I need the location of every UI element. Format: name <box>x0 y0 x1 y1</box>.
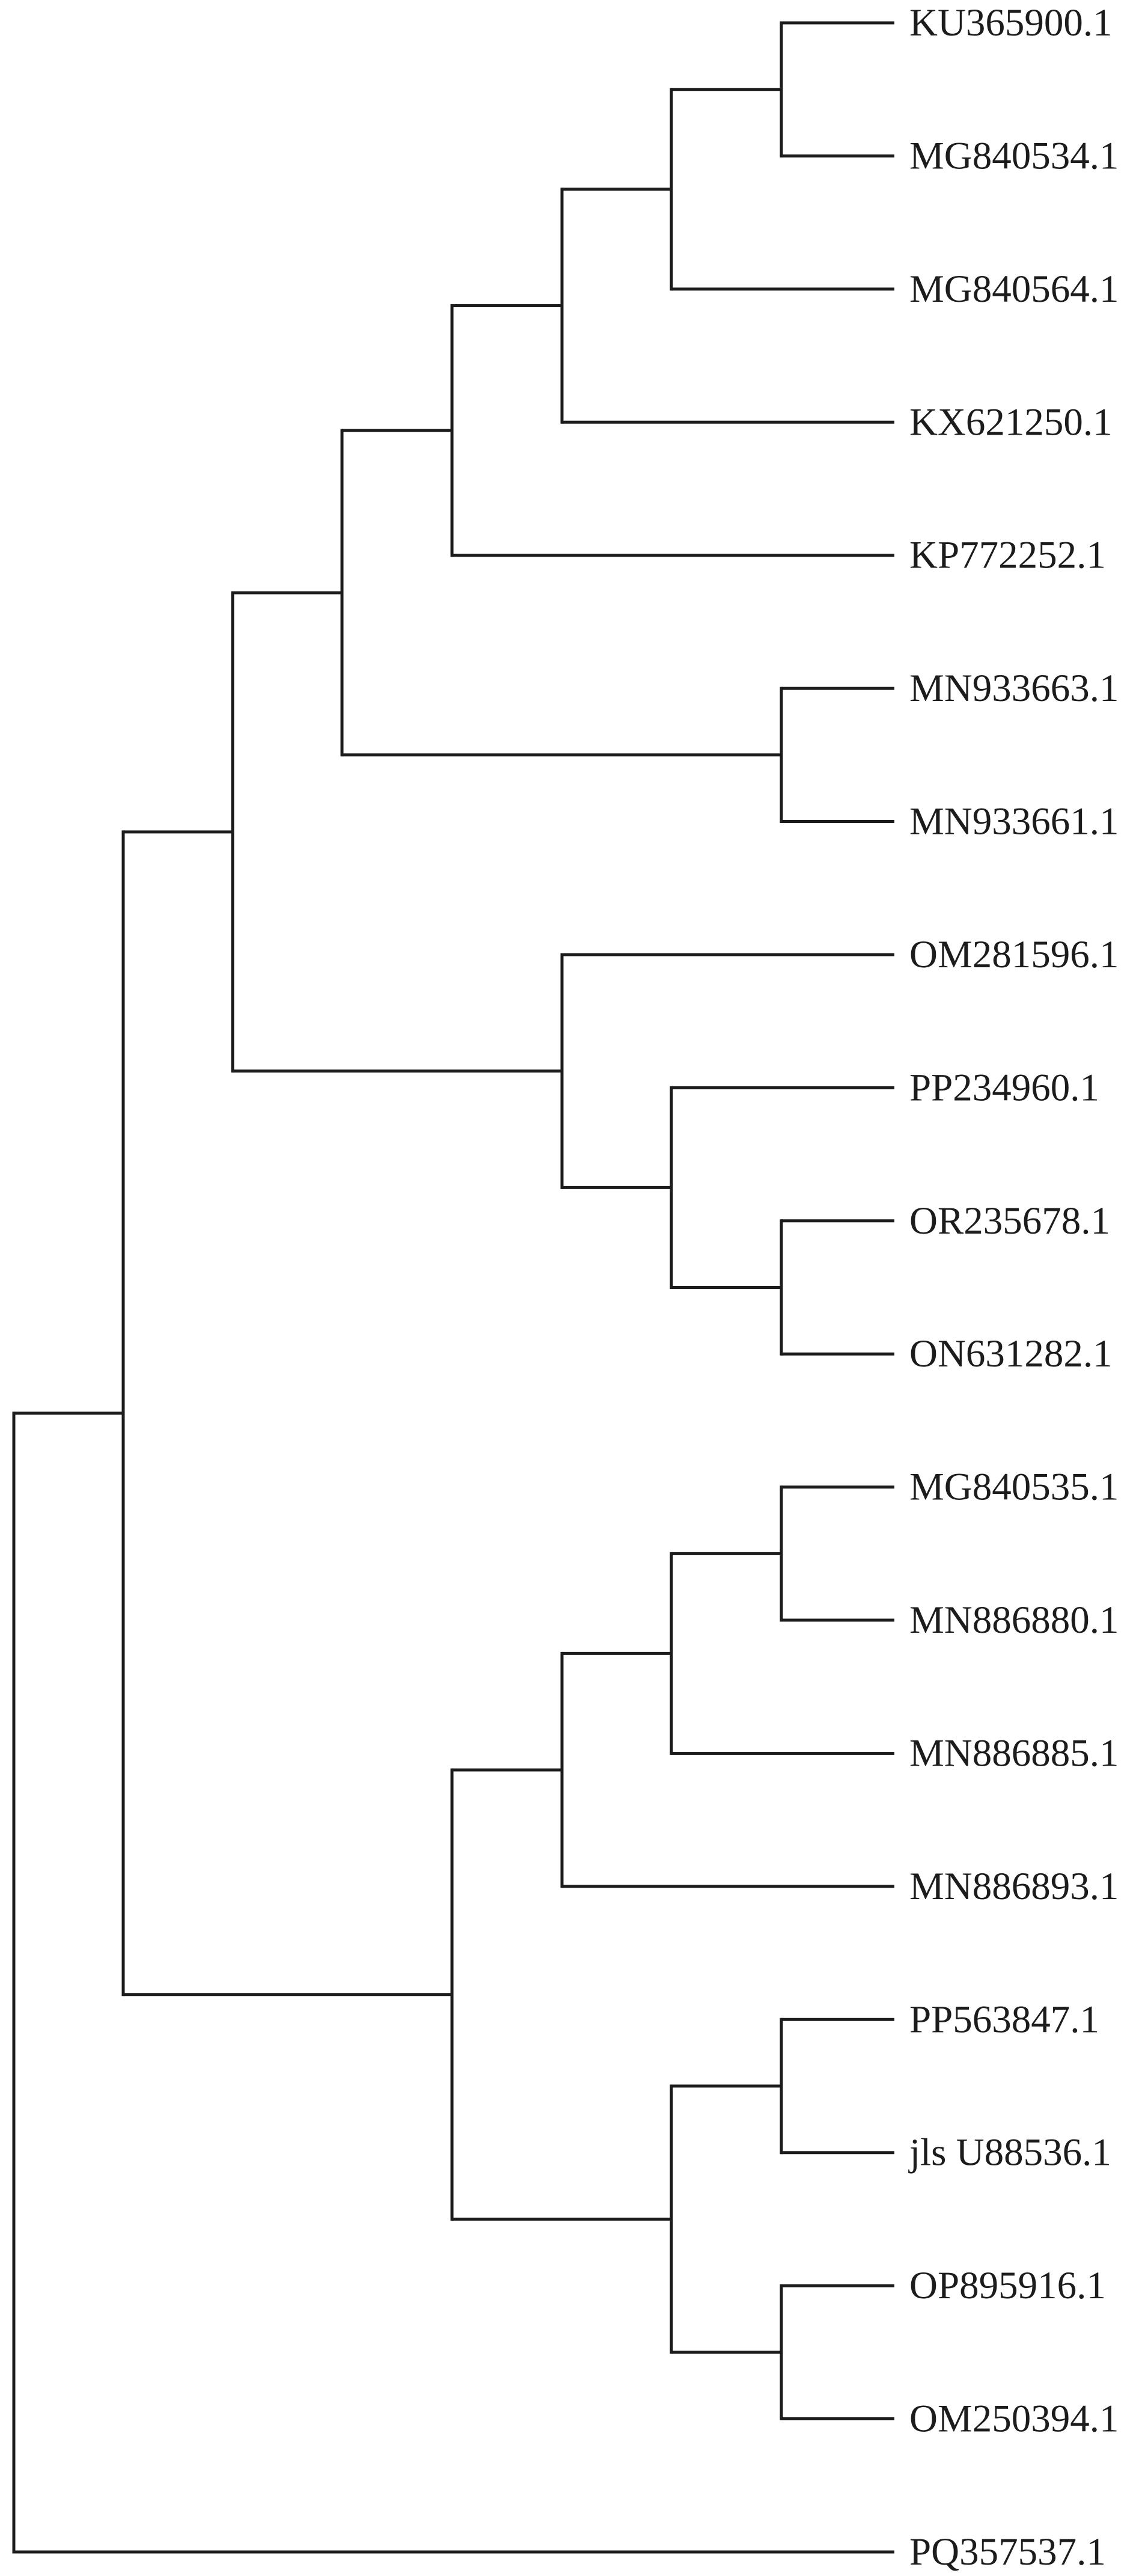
taxon-label: PP563847.1 <box>909 1998 1099 2041</box>
taxon-label: MG840534.1 <box>909 134 1119 177</box>
taxon-label: MN933663.1 <box>909 667 1119 710</box>
taxon-label: OR235678.1 <box>909 1199 1110 1243</box>
taxon-label: PP234960.1 <box>909 1066 1099 1109</box>
taxon-label: MG840564.1 <box>909 268 1119 311</box>
taxon-label: KP772252.1 <box>909 534 1106 577</box>
taxon-label: MN886880.1 <box>909 1599 1119 1642</box>
taxon-label: MN886885.1 <box>909 1731 1119 1775</box>
taxon-label: OP895916.1 <box>909 2264 1106 2307</box>
taxon-label: OM250394.1 <box>909 2397 1119 2441</box>
taxon-label: PQ357537.1 <box>909 2530 1106 2574</box>
taxon-label: ON631282.1 <box>909 1332 1113 1375</box>
taxon-label: MN933661.1 <box>909 800 1119 843</box>
taxon-label: KU365900.1 <box>909 1 1113 44</box>
taxon-label: jls U88536.1 <box>908 2131 1111 2174</box>
taxon-label: OM281596.1 <box>909 933 1119 976</box>
taxon-label: KX621250.1 <box>909 400 1113 444</box>
taxon-label: MG840535.1 <box>909 1466 1119 1509</box>
taxon-label: MN886893.1 <box>909 1865 1119 1908</box>
